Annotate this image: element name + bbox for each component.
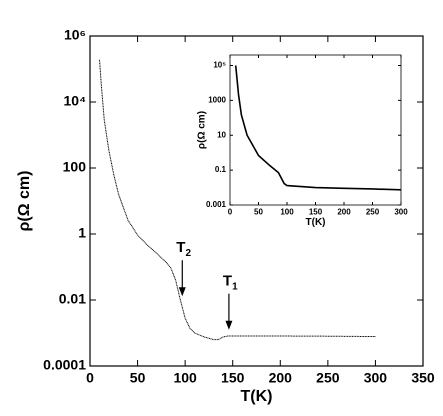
x-tick-label: 50	[254, 207, 263, 216]
annotation-subscript: 2	[185, 248, 191, 259]
arrow-head	[225, 320, 233, 330]
y-tick-label: 0.1	[215, 165, 227, 174]
data-line	[99, 59, 376, 341]
x-axis-label: T(K)	[306, 217, 326, 228]
y-tick-label: 10⁵	[213, 61, 226, 70]
arrow-head	[178, 287, 186, 297]
x-tick-label: 200	[269, 369, 293, 385]
x-tick-label: 250	[316, 369, 340, 385]
x-tick-label: 100	[173, 369, 197, 385]
x-tick-label: 250	[366, 207, 380, 216]
annotation-subscript: 1	[232, 281, 238, 292]
x-axis-label: T(K)	[241, 388, 273, 405]
annotation-text: T	[223, 273, 232, 290]
x-tick-label: 150	[221, 369, 245, 385]
y-axis-label: ρ(Ω cm)	[197, 111, 208, 149]
y-tick-label: 10	[217, 130, 226, 139]
annotation-label: T1	[223, 273, 238, 293]
y-tick-label: 1	[78, 225, 86, 241]
y-tick-label: 0.01	[59, 291, 86, 307]
y-axis-label: ρ(Ω cm)	[16, 171, 33, 232]
x-tick-label: 50	[130, 369, 146, 385]
plot-frame	[229, 54, 402, 206]
y-tick-label: 10⁴	[64, 93, 87, 109]
x-tick-label: 0	[228, 207, 233, 216]
x-tick-label: 200	[337, 207, 351, 216]
x-tick-label: 100	[280, 207, 294, 216]
annotation-text: T	[176, 239, 185, 256]
data-line	[234, 65, 402, 191]
x-tick-label: 350	[411, 369, 435, 385]
y-tick-label: 10⁶	[64, 27, 86, 43]
x-tick-label: 150	[309, 207, 323, 216]
annotation-label: T2	[176, 239, 191, 259]
y-tick-label: 0.001	[206, 200, 227, 209]
x-tick-label: 300	[394, 207, 408, 216]
y-tick-label: 100	[63, 159, 87, 175]
y-tick-label: 0.0001	[43, 357, 86, 373]
y-tick-label: 1000	[208, 95, 226, 104]
x-tick-label: 0	[86, 369, 94, 385]
x-tick-label: 300	[364, 369, 388, 385]
